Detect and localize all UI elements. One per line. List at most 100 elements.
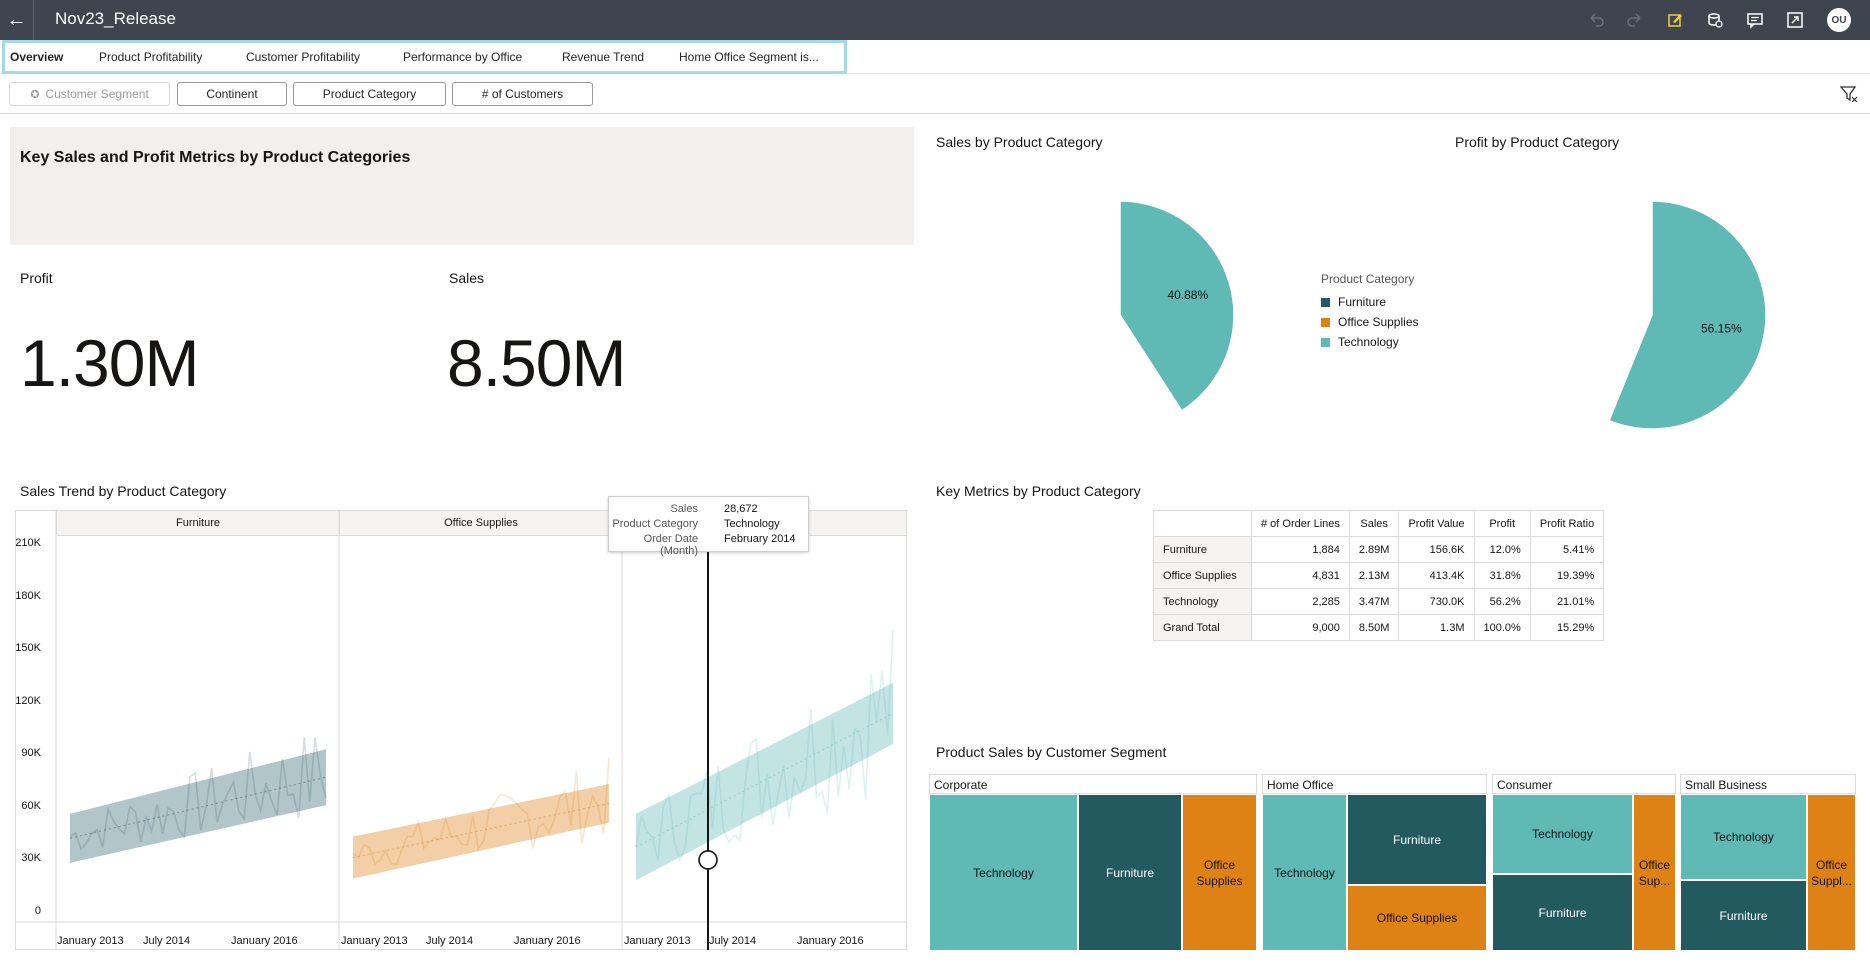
- legend-label: Office Supplies: [1338, 315, 1419, 329]
- x-tick: July 2014: [143, 935, 191, 947]
- trend-line: [69, 776, 327, 839]
- comment-icon[interactable]: [1744, 9, 1766, 31]
- trend-line: [635, 712, 894, 848]
- treemap-cell-consumer-office-supplies[interactable]: Office Sup...: [1633, 794, 1676, 951]
- filter-bar: ✪ Customer Segment Continent Product Cat…: [0, 74, 1870, 114]
- tab-customer-profitability[interactable]: Customer Profitability: [246, 50, 361, 64]
- treemap-cell-home-office-furniture[interactable]: Furniture: [1347, 794, 1487, 885]
- panel-header-office-supplies: Office Supplies: [339, 510, 623, 536]
- segment-header-home-office: Home Office: [1262, 774, 1487, 794]
- legend: Product Category Furniture Office Suppli…: [1321, 272, 1419, 352]
- row-header: Grand Total: [1153, 614, 1252, 641]
- tab-home-office-segment[interactable]: Home Office Segment is...: [679, 50, 819, 64]
- profit-kpi-label: Profit: [20, 270, 53, 286]
- title-text-box[interactable]: Key Sales and Profit Metrics by Product …: [10, 127, 914, 245]
- tooltip-value: Technology: [724, 518, 780, 530]
- filter-label: Continent: [206, 87, 258, 101]
- treemap-cell-consumer-technology[interactable]: Technology: [1492, 794, 1633, 874]
- sales-pie-chart[interactable]: 34.04%25.08%40.88%: [1000, 195, 1240, 435]
- edit-icon[interactable]: [1664, 9, 1686, 31]
- table-cell: 19.39%: [1529, 562, 1605, 589]
- row-header: Furniture: [1153, 536, 1252, 563]
- row-header: Office Supplies: [1153, 562, 1252, 589]
- grand-total-row[interactable]: Grand Total 9,000 8.50M 1.3M 100.0% 15.2…: [1153, 614, 1605, 641]
- column-header[interactable]: Profit Ratio: [1529, 510, 1605, 537]
- x-tick: January 2013: [624, 935, 691, 947]
- tab-performance-by-office[interactable]: Performance by Office: [403, 50, 523, 64]
- legend-label: Technology: [1338, 335, 1399, 349]
- treemap-cell-small-business-office-supplies[interactable]: Office Suppl...: [1807, 794, 1856, 951]
- hover-tooltip: Sales 28,672 Product Category Technology O…: [608, 496, 809, 557]
- treemap-cell-corporate-furniture[interactable]: Furniture: [1078, 794, 1182, 951]
- y-tick: 30K: [21, 852, 41, 864]
- column-header[interactable]: Profit Value: [1398, 510, 1475, 537]
- avatar[interactable]: OU: [1827, 8, 1851, 32]
- column-header[interactable]: Sales: [1348, 510, 1400, 537]
- treemap-cell-small-business-furniture[interactable]: Furniture: [1680, 880, 1807, 951]
- undo-icon[interactable]: [1585, 9, 1607, 31]
- filter-icon[interactable]: [1840, 86, 1858, 102]
- table-cell: 730.0K: [1398, 588, 1475, 615]
- treemap-cell-corporate-technology[interactable]: Technology: [929, 794, 1078, 951]
- trend-band-office-supplies[interactable]: [353, 784, 609, 879]
- sales-trend-chart[interactable]: 210K 180K 150K 120K 90K 60K 30K 0 Furnit…: [15, 510, 907, 950]
- filter-num-customers[interactable]: # of Customers: [452, 82, 593, 106]
- table-row[interactable]: Technology 2,285 3.47M 730.0K 56.2% 21.0…: [1153, 588, 1605, 615]
- legend-item-technology[interactable]: Technology: [1321, 332, 1419, 352]
- table-cell: 1.3M: [1398, 614, 1475, 641]
- table-cell: 4,831: [1251, 562, 1350, 589]
- y-tick: 180K: [15, 590, 41, 602]
- metrics-title: Key Metrics by Product Category: [936, 483, 1141, 499]
- table-cell: 2,285: [1251, 588, 1350, 615]
- legend-item-furniture[interactable]: Furniture: [1321, 292, 1419, 312]
- tab-revenue-trend[interactable]: Revenue Trend: [562, 50, 645, 64]
- sales-pie-slice-technology[interactable]: [1119, 200, 1235, 412]
- table-row[interactable]: Office Supplies 4,831 2.13M 413.4K 31.8%…: [1153, 562, 1605, 589]
- redo-icon[interactable]: [1624, 9, 1646, 31]
- treemap-cell-consumer-furniture[interactable]: Furniture: [1492, 874, 1633, 951]
- sales-series-line[interactable]: [635, 629, 894, 863]
- hover-point-marker[interactable]: [698, 850, 718, 870]
- back-button[interactable]: ←: [0, 0, 34, 40]
- data-icon[interactable]: [1704, 9, 1726, 31]
- metrics-table[interactable]: # of Order Lines Sales Profit Value Prof…: [1153, 510, 1605, 641]
- workbook-title: Nov23_Release: [55, 9, 176, 28]
- tab-overview[interactable]: Overview: [10, 50, 64, 64]
- sales-series-line[interactable]: [352, 758, 610, 866]
- segment-header-corporate: Corporate: [929, 774, 1257, 794]
- filter-continent[interactable]: Continent: [177, 82, 287, 106]
- trend-band-technology[interactable]: [636, 682, 893, 881]
- legend-swatch: [1321, 337, 1330, 347]
- tooltip-key: Product Category: [612, 518, 698, 530]
- profit-pie-slice-technology[interactable]: [1608, 200, 1767, 430]
- table-cell: 100.0%: [1473, 614, 1531, 641]
- x-tick: January 2016: [514, 935, 581, 947]
- sales-series-line[interactable]: [69, 737, 327, 851]
- treemap-cell-corporate-office-supplies[interactable]: Office Supplies: [1182, 794, 1257, 951]
- treemap-cell-home-office-technology[interactable]: Technology: [1262, 794, 1347, 951]
- present-icon[interactable]: [1784, 9, 1806, 31]
- profit-kpi-value: 1.30M: [20, 326, 199, 400]
- treemap-cell-small-business-technology[interactable]: Technology: [1680, 794, 1807, 880]
- trend-band-furniture[interactable]: [70, 749, 326, 863]
- y-tick: 150K: [15, 642, 41, 654]
- y-tick: 210K: [15, 537, 41, 549]
- legend-swatch: [1321, 297, 1330, 307]
- table-corner: [1153, 510, 1252, 537]
- column-header[interactable]: Profit: [1473, 510, 1531, 537]
- filter-customer-segment[interactable]: ✪ Customer Segment: [9, 82, 170, 106]
- filter-product-category[interactable]: Product Category: [293, 82, 446, 106]
- profit-pie-chart[interactable]: 12.05%31.80%56.15%: [1532, 195, 1772, 435]
- filter-label: # of Customers: [481, 87, 564, 101]
- table-cell: 5.41%: [1529, 536, 1605, 563]
- pin-icon: ✪: [30, 88, 40, 101]
- arrow-left-icon: ←: [6, 8, 27, 31]
- table-row[interactable]: Furniture 1,884 2.89M 156.6K 12.0% 5.41%: [1153, 536, 1605, 563]
- legend-item-office-supplies[interactable]: Office Supplies: [1321, 312, 1419, 332]
- tab-product-profitability[interactable]: Product Profitability: [99, 50, 203, 64]
- top-bar: ← Nov23_Release OU: [0, 0, 1870, 40]
- treemap-cell-home-office-office-supplies[interactable]: Office Supplies: [1347, 885, 1487, 951]
- column-header[interactable]: # of Order Lines: [1251, 510, 1350, 537]
- row-header: Technology: [1153, 588, 1252, 615]
- tooltip-value: 28,672: [724, 503, 758, 515]
